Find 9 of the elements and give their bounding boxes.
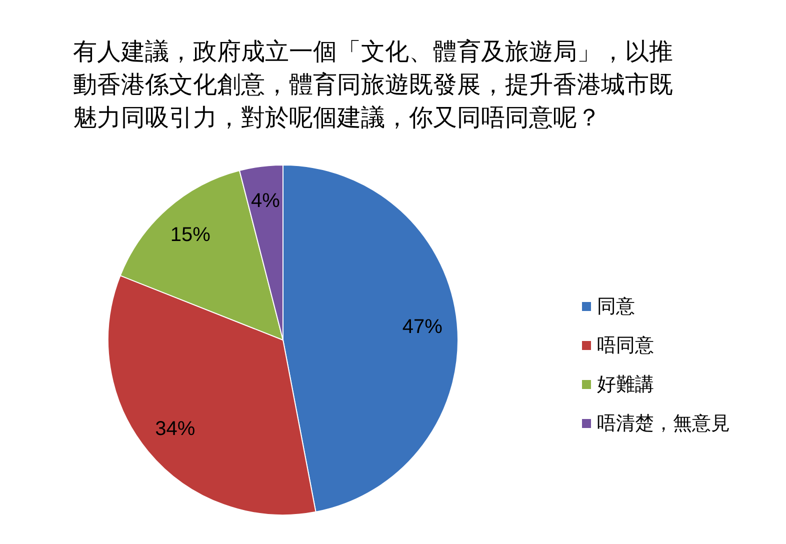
data-label: 15% — [170, 224, 211, 246]
legend-label: 唔清楚，無意見 — [597, 412, 730, 434]
data-label: 47% — [402, 316, 443, 338]
data-label: 34% — [155, 418, 196, 440]
data-label: 4% — [251, 190, 280, 212]
legend-label: 唔同意 — [597, 334, 654, 356]
chart-title: 有人建議，政府成立一個「文化、體育及旅遊局」，以推動香港係文化創意，體育同旅遊既發展，提升香港城市既魅力同吸引力，對於呢個建議，你又同唔同意呢？ — [73, 38, 673, 132]
legend-label: 同意 — [597, 296, 635, 318]
legend-label: 好難講 — [597, 374, 654, 396]
